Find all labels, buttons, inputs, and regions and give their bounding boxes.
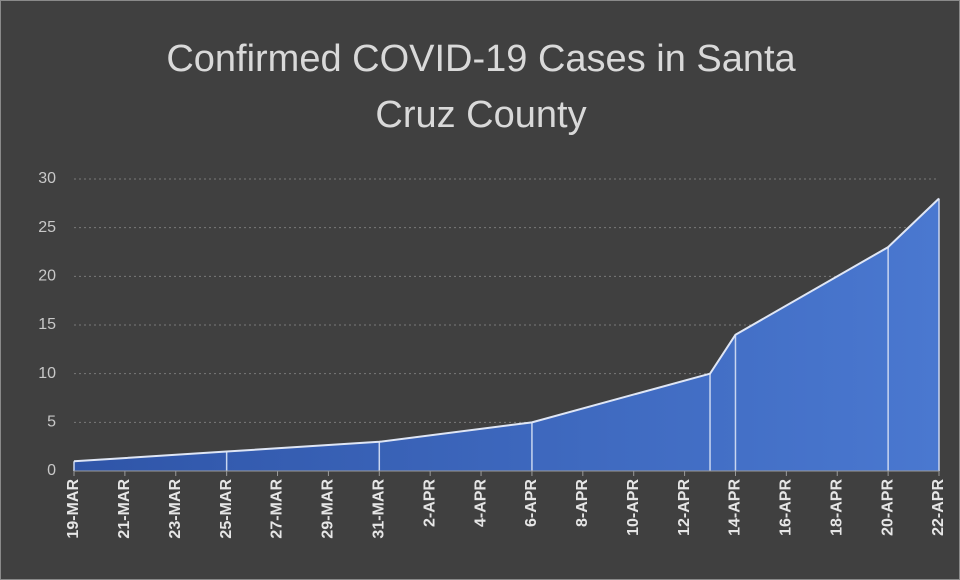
x-tick-label: 27-MAR (269, 479, 286, 539)
x-tick-label: 20-APR (879, 479, 896, 536)
x-tick-label: 29-MAR (320, 479, 337, 539)
chart-title: Confirmed COVID-19 Cases in Santa Cruz C… (166, 38, 796, 136)
x-tick-label: 4-APR (472, 479, 489, 527)
x-tick-label: 14-APR (727, 479, 744, 536)
y-tick-label: 15 (38, 316, 56, 333)
area (74, 198, 939, 471)
x-tick-label: 25-MAR (218, 479, 235, 539)
x-tick-label: 2-APR (421, 479, 438, 527)
y-tick-label: 5 (47, 414, 56, 431)
y-tick-label: 25 (38, 219, 56, 236)
x-tick-label: 12-APR (676, 479, 693, 536)
x-tick-label: 8-APR (574, 479, 591, 527)
x-tick-label: 23-MAR (167, 479, 184, 539)
x-tick-label: 19-MAR (65, 479, 82, 539)
x-tick-label: 22-APR (930, 479, 947, 536)
y-tick-label: 0 (47, 462, 56, 479)
x-tick-label: 6-APR (523, 479, 540, 527)
y-tick-label: 30 (38, 170, 56, 187)
y-tick-label: 20 (38, 268, 56, 285)
area-line (73, 197, 940, 463)
x-tick-label: 10-APR (625, 479, 642, 536)
x-tick-label: 18-APR (828, 479, 845, 536)
y-tick-label: 10 (38, 365, 56, 382)
x-tick-label: 16-APR (778, 479, 795, 536)
x-tick-label: 31-MAR (371, 479, 388, 539)
x-tick-label: 21-MAR (116, 479, 133, 539)
